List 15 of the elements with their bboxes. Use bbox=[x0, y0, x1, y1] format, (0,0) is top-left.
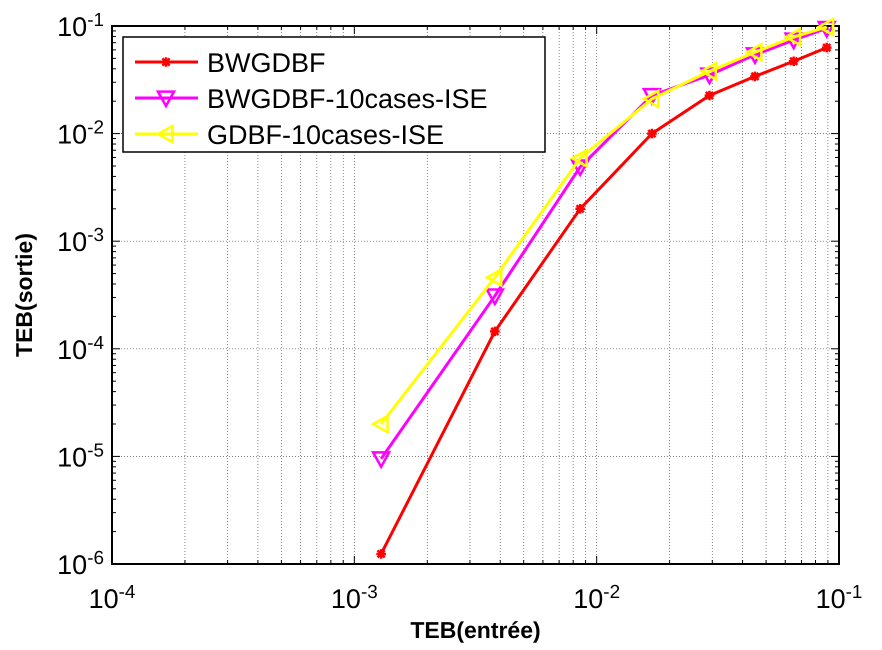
y-tick-label: 10$^{-3}$ bbox=[57, 224, 104, 258]
x-tick-label: 10$^{-1}$ bbox=[816, 582, 862, 614]
y-axis-title: TEB(sortie) bbox=[11, 233, 37, 357]
legend-label: GDBF-10cases-ISE bbox=[207, 120, 444, 150]
x-tick-label: 10$^{-2}$ bbox=[573, 582, 620, 614]
x-tick-label: 10$^{-3}$ bbox=[330, 582, 378, 614]
legend-label: BWGDBF bbox=[207, 48, 326, 78]
y-tick-label: 10$^{-5}$ bbox=[57, 440, 104, 472]
x-axis-title: TEB(entrée) bbox=[410, 617, 541, 643]
y-tick-label: 10$^{-2}$ bbox=[57, 117, 104, 150]
y-tick-label: 10$^{-4}$ bbox=[57, 332, 104, 365]
legend-label: BWGDBF-10cases-ISE bbox=[207, 84, 488, 114]
y-tick-label: 10$^{-1}$ bbox=[57, 10, 104, 42]
x-tick-label: 10$^{-4}$ bbox=[88, 582, 136, 614]
y-tick-label: 10$^{-6}$ bbox=[57, 548, 104, 580]
